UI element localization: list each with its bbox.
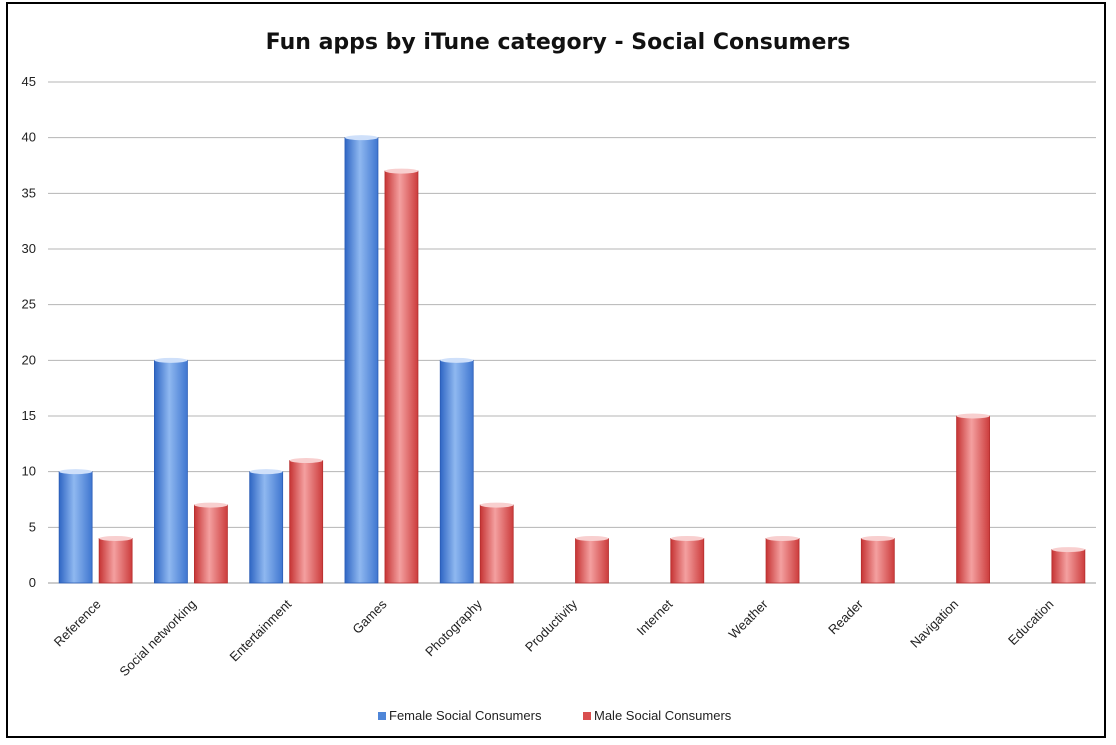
bar-male	[670, 538, 705, 584]
y-tick-label: 20	[22, 352, 36, 367]
y-tick-label: 30	[22, 241, 36, 256]
category-label: Weather	[725, 596, 771, 642]
bar-male	[765, 538, 800, 584]
bar-male	[1051, 549, 1086, 584]
category-label: Reader	[825, 596, 866, 637]
category-label: Navigation	[907, 597, 961, 651]
category-label: Internet	[634, 596, 676, 638]
bar-female	[439, 359, 474, 584]
bar-male	[956, 415, 990, 584]
legend-swatch-male	[583, 712, 591, 720]
y-tick-label: 40	[22, 130, 36, 145]
bar-cap	[440, 357, 474, 363]
bar-cap	[194, 502, 228, 508]
category-label: Games	[349, 596, 390, 637]
category-label: Social networking	[116, 597, 199, 680]
bar-cap	[384, 168, 418, 174]
bar-cap	[289, 458, 323, 464]
y-tick-label: 15	[22, 408, 36, 423]
bar-cap	[575, 535, 609, 541]
y-tick-label: 25	[22, 297, 36, 312]
legend-label-female: Female Social Consumers	[389, 708, 542, 723]
bar-cap	[99, 535, 133, 541]
chart-frame: Fun apps by iTune category - Social Cons…	[6, 2, 1106, 738]
y-tick-label: 45	[22, 74, 36, 89]
bar-male	[384, 170, 419, 584]
category-label: Entertainment	[226, 596, 294, 664]
category-label: Reference	[51, 597, 104, 650]
legend: Female Social Consumers Male Social Cons…	[378, 708, 732, 723]
bar-cap	[1051, 547, 1085, 553]
bar-cap	[670, 535, 704, 541]
bar-male	[194, 504, 228, 584]
bar-male	[575, 538, 609, 584]
category-label-layer: Reference Social networking Entertainment G…	[51, 596, 1057, 679]
y-tick-label: 5	[29, 519, 36, 534]
bar-female	[154, 359, 188, 584]
y-tick-label: 0	[29, 575, 36, 590]
legend-label-male: Male Social Consumers	[594, 708, 732, 723]
bar-cap	[249, 469, 283, 475]
bar-female	[344, 137, 379, 584]
bar-male	[289, 460, 324, 584]
y-tick-layer: 0 5 10 15 20 25 30 35 40 45	[22, 74, 36, 590]
bar-cap	[480, 502, 514, 508]
legend-swatch-female	[378, 712, 386, 720]
bar-cap	[59, 469, 93, 475]
bar-male	[860, 538, 895, 584]
bar-cap	[861, 535, 895, 541]
category-label: Education	[1005, 597, 1056, 648]
bar-male	[98, 538, 133, 584]
bar-layer	[58, 135, 1086, 584]
category-label: Photography	[422, 596, 485, 659]
chart-title: Fun apps by iTune category - Social Cons…	[265, 30, 851, 55]
bar-male	[479, 504, 514, 584]
bar-cap	[956, 413, 990, 419]
bar-female	[249, 471, 284, 584]
grid-layer	[48, 81, 1096, 584]
y-tick-label: 10	[22, 464, 36, 479]
y-tick-label: 35	[22, 185, 36, 200]
category-label: Productivity	[522, 596, 580, 654]
bar-female	[58, 471, 93, 584]
bar-cap	[766, 535, 800, 541]
bar-cap	[154, 357, 188, 363]
bar-cap	[344, 135, 378, 141]
